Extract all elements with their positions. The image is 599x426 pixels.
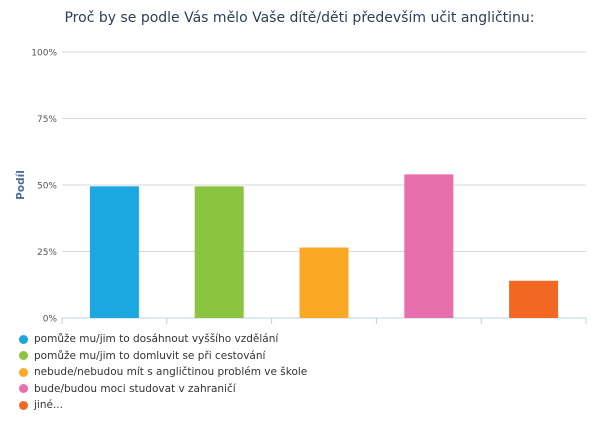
legend-item[interactable]: nebude/nebudou mít s angličtinou problém… — [19, 364, 307, 381]
legend-item[interactable]: bude/budou moci studovat v zahraničí — [19, 381, 307, 398]
legend-item[interactable]: pomůže mu/jim to dosáhnout vyššího vzděl… — [19, 331, 307, 348]
legend-item[interactable]: jiné... — [19, 397, 307, 414]
legend-marker-icon — [19, 351, 28, 361]
legend-marker-icon — [19, 334, 28, 344]
y-axis-ticks: 0% 25% 50% 75% 100% — [31, 49, 57, 325]
legend-item[interactable]: pomůže mu/jim to domluvit se při cestová… — [19, 348, 307, 365]
legend: pomůže mu/jim to dosáhnout vyššího vzděl… — [19, 331, 307, 414]
y-tick-label: 25% — [37, 248, 57, 258]
bar-5[interactable] — [509, 280, 559, 318]
y-tick-label: 50% — [37, 182, 57, 192]
legend-label: jiné... — [34, 399, 63, 412]
y-axis-label: Podíl — [15, 170, 27, 200]
y-tick-label: 100% — [31, 49, 57, 59]
bar-1[interactable] — [89, 186, 139, 318]
bar-3[interactable] — [299, 247, 349, 318]
legend-marker-icon — [19, 384, 28, 394]
legend-marker-icon — [19, 367, 28, 377]
bar-4[interactable] — [404, 174, 454, 318]
y-tick-label: 75% — [37, 115, 57, 125]
x-axis-ticks — [61, 318, 587, 324]
legend-label: pomůže mu/jim to dosáhnout vyššího vzděl… — [34, 333, 279, 346]
y-tick-label: 0% — [43, 315, 58, 325]
legend-label: nebude/nebudou mít s angličtinou problém… — [34, 366, 308, 379]
legend-label: pomůže mu/jim to domluvit se při cestová… — [34, 349, 266, 362]
chart-title: Proč by se podle Vás mělo Vaše dítě/děti… — [64, 10, 535, 26]
legend-label: bude/budou moci studovat v zahraničí — [34, 382, 236, 395]
legend-marker-icon — [19, 400, 28, 410]
bar-2[interactable] — [194, 186, 244, 318]
bars — [89, 174, 559, 318]
